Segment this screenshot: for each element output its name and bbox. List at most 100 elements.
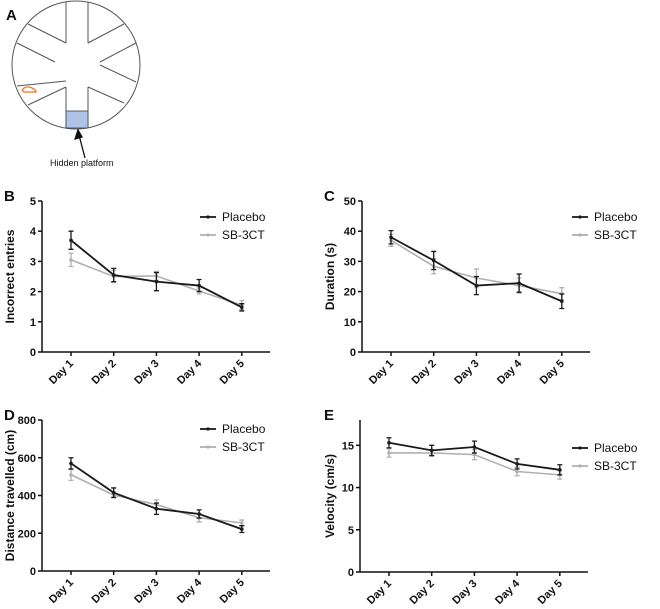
y-tick-label: 2	[30, 287, 36, 299]
x-tick-label: Day 5	[218, 577, 247, 606]
data-point	[69, 472, 73, 477]
series-sb-3ct: SB-3CT	[388, 228, 637, 301]
data-point	[472, 445, 477, 449]
y-tick-label: 0	[350, 347, 356, 359]
x-tick-label: Day 4	[175, 357, 205, 387]
data-point	[111, 273, 116, 277]
y-tick-label: 10	[344, 317, 356, 329]
x-tick-label: Day 1	[365, 578, 394, 607]
y-axis-label: Duration (s)	[323, 243, 337, 310]
data-point	[240, 527, 244, 531]
y-tick-label: 15	[342, 440, 354, 452]
x-tick-label: Day 5	[218, 358, 247, 387]
legend-label: SB-3CT	[222, 440, 265, 454]
data-point	[154, 279, 159, 284]
hidden-platform	[65, 110, 89, 129]
y-tick-label: 1	[30, 317, 36, 329]
data-point	[560, 299, 564, 304]
x-tick-label: Day 2	[90, 358, 119, 387]
platform-label: Hidden platform	[50, 158, 114, 168]
legend-label: SB-3CT	[594, 228, 637, 242]
data-point	[389, 235, 393, 240]
y-tick-label: 10	[342, 483, 354, 495]
series-placebo: Placebo	[388, 210, 638, 310]
x-tick-label: Day 3	[132, 358, 161, 387]
data-point	[197, 512, 201, 516]
series-line	[70, 462, 243, 530]
data-point	[240, 521, 244, 525]
data-point	[515, 462, 519, 466]
x-tick-label: Day 2	[90, 577, 119, 606]
animal-icon	[21, 86, 37, 93]
y-tick-label: 0	[348, 567, 354, 579]
data-point	[387, 451, 391, 455]
y-tick-label: 3	[30, 256, 36, 268]
y-tick-label: 400	[18, 491, 36, 503]
legend-label: SB-3CT	[594, 459, 637, 473]
x-tick-label: Day 5	[538, 358, 567, 387]
x-tick-label: Day 2	[410, 358, 439, 387]
data-point	[429, 448, 434, 453]
x-tick-label: Day 3	[132, 577, 161, 606]
y-tick-label: 50	[344, 196, 356, 208]
y-axis-label: Distance travelled (cm)	[3, 430, 17, 561]
radial-arm-maze	[11, 0, 141, 130]
data-point	[69, 238, 73, 243]
y-tick-label: 5	[30, 196, 36, 208]
panel-letter: E	[324, 407, 334, 424]
legend-label: Placebo	[594, 441, 638, 455]
legend-marker	[206, 233, 210, 237]
chart-panel-b: B 0 1 2 3 4 5 Day 1 Day 2 Day 3 Day 4 Day 5 Incorrec…	[3, 188, 270, 387]
y-tick-label: 5	[348, 525, 354, 537]
x-tick-label: Day 4	[495, 357, 525, 387]
legend-label: Placebo	[222, 422, 266, 436]
data-point	[154, 506, 159, 511]
legend-marker	[578, 446, 582, 450]
legend-marker	[206, 445, 210, 449]
series-placebo: Placebo	[68, 210, 266, 312]
chart-panel-c: C 0 10 20 30 40 50 Day 1 Day 2 Day 3 Day 4 Day 5 Dur…	[323, 188, 638, 387]
legend-marker	[206, 215, 210, 219]
x-tick-label: Day 1	[367, 358, 396, 387]
legend-marker	[578, 233, 582, 237]
series-sb-3ct: SB-3CT	[386, 448, 637, 480]
data-point	[472, 452, 477, 457]
y-tick-label: 0	[30, 566, 36, 578]
legend-marker	[578, 215, 582, 219]
legend-label: Placebo	[222, 210, 266, 224]
panel-letter: C	[324, 188, 335, 205]
y-axis-label: Velocity (cm/s)	[323, 454, 337, 538]
arrow-icon	[73, 128, 86, 159]
x-tick-label: Day 3	[452, 358, 481, 387]
legend-label: SB-3CT	[222, 228, 265, 242]
y-tick-label: 30	[344, 256, 356, 268]
x-tick-label: Day 2	[408, 578, 437, 607]
x-tick-label: Day 4	[493, 577, 523, 607]
data-point	[558, 468, 562, 472]
chart-panel-e: E 0 5 10 15 Day 1 Day 2 Day 3 Day 4 Day 5 Velocity…	[323, 407, 638, 607]
x-tick-label: Day 1	[47, 358, 76, 387]
data-point	[515, 469, 519, 474]
panel-letter: D	[4, 407, 15, 424]
panel-a: A Hidden platform	[6, 0, 141, 168]
data-point	[240, 305, 244, 310]
series-placebo: Placebo	[386, 437, 638, 476]
x-tick-label: Day 3	[450, 578, 479, 607]
y-axis-label: Incorrect entries	[3, 229, 17, 323]
series-placebo: Placebo	[68, 422, 266, 534]
data-point	[387, 441, 391, 445]
chart-panel-d: D 0 200 400 600 800 Day 1 Day 2 Day 3 Day 4 Day 5 D…	[3, 407, 270, 606]
y-tick-label: 40	[344, 226, 356, 238]
y-tick-label: 4	[30, 226, 37, 238]
y-tick-label: 0	[30, 347, 36, 359]
panel-letter: A	[6, 7, 17, 24]
data-point	[474, 283, 479, 288]
legend-marker	[206, 427, 210, 431]
data-point	[69, 258, 73, 262]
x-tick-label: Day 4	[175, 576, 205, 606]
x-tick-label: Day 5	[536, 578, 565, 607]
data-point	[197, 283, 201, 288]
data-point	[69, 461, 73, 466]
data-point	[111, 490, 116, 495]
